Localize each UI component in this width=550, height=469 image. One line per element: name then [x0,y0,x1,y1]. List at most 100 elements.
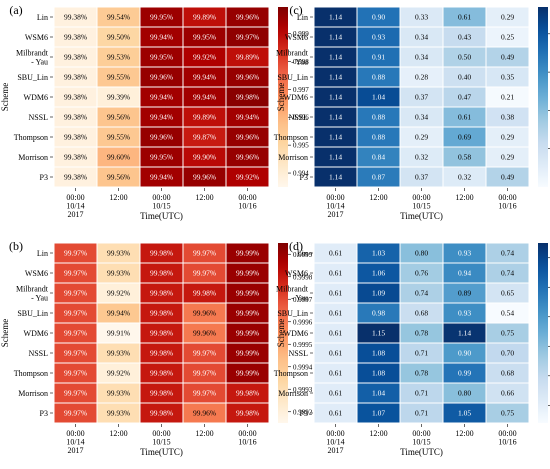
row-tick-label: SBU_Lin [17,309,48,318]
cell-value-label: 0.75 [501,329,514,338]
row-tick-label: NSSL [28,349,48,358]
y-axis-title: Scheme [276,319,286,348]
cell-value-label: 99.93% [107,409,130,418]
col-tick-label: 12:00 [369,193,387,202]
row-tick-label: P3 [40,409,48,418]
row-tick-label: WSM6 [25,269,48,278]
cell-value-label: 99.96% [193,329,216,338]
cell-value-label: 99.94% [193,73,216,82]
cell-value-label: 0.47 [458,93,471,102]
cell-value-label: 1.07 [372,409,385,418]
cell-value-label: 0.38 [501,113,514,122]
cell-value-label: 1.04 [372,93,385,102]
cell-value-label: 0.75 [501,409,514,418]
cell-value-label: 99.97% [64,349,87,358]
cell-value-label: 99.97% [236,33,259,42]
row-tick-label: Morrison [18,389,48,398]
cell-value-label: 99.98% [150,269,173,278]
x-axis-title: Time(UTC) [400,447,443,457]
cell-value-label: 99.96% [236,73,259,82]
col-tick-label: 00:00 10/15 [412,193,430,211]
cell-value-label: 99.91% [107,329,130,338]
cell-value-label: 1.14 [329,33,342,42]
cell-value-label: 0.49 [501,173,514,182]
cell-value-label: 99.96% [193,173,216,182]
cell-value-label: 99.95% [150,53,173,62]
cell-value-label: 0.98 [372,309,385,318]
cell-value-label: 99.99% [236,369,259,378]
cell-value-label: 99.98% [150,349,173,358]
cell-value-label: 99.96% [236,13,259,22]
col-tick-label: 00:00 10/16 [238,429,256,447]
col-tick-label: 00:00 10/15 [412,429,430,447]
heatmap-panel: (b) 99.97% 99.93% 99.98% 99.97% 99.99% 99.97% 9… [0,239,313,457]
col-tick-label: 12:00 [455,193,473,202]
cell-value-label: 1.05 [458,409,471,418]
cell-value-label: 99.89% [193,13,216,22]
cell-value-label: 99.56% [107,173,130,182]
cell-value-label: 1.03 [372,249,385,258]
cell-value-label: 99.39% [107,93,130,102]
cell-value-label: 0.33 [415,13,428,22]
cell-value-label: 0.32 [415,153,428,162]
cell-value-label: 99.38% [64,73,87,82]
row-tick-label: Milbrandt - Yau [276,285,309,303]
cell-value-label: 99.94% [107,309,130,318]
cell-value-label: 1.14 [329,93,342,102]
colorbar-tick-label: 0.999 [293,30,309,38]
cell-value-label: 0.84 [372,153,385,162]
cell-value-label: 0.29 [501,153,514,162]
cell-value-label: 99.55% [107,133,130,142]
row-tick-label: Morrison [278,153,308,162]
cell-value-label: 0.61 [329,289,342,298]
row-tick-label: P3 [300,173,308,182]
cell-value-label: 99.97% [64,249,87,258]
row-tick-label: SBU_Lin [277,73,308,82]
cell-value-label: 99.97% [64,409,87,418]
cell-value-label: 0.90 [458,349,471,358]
cell-value-label: 1.08 [372,369,385,378]
heatmap-panel: (d) 0.61 1.03 0.80 0.93 0.74 0.61 1.06 0.76 0.94 0… [274,239,550,457]
col-tick-label: 00:00 10/14 2017 [66,193,84,219]
cell-value-label: 0.29 [501,13,514,22]
cell-value-label: 99.94% [150,93,173,102]
panel-label: (d) [289,239,303,253]
cell-value-label: 0.94 [458,269,471,278]
cell-value-label: 99.97% [193,349,216,358]
cell-value-label: 1.14 [329,13,342,22]
cell-value-label: 0.61 [329,249,342,258]
cell-value-label: 99.92% [107,289,130,298]
cell-value-label: 0.88 [372,73,385,82]
cell-value-label: 0.35 [501,73,514,82]
col-tick-label: 12:00 [109,193,127,202]
cell-value-label: 0.71 [415,389,428,398]
cell-value-label: 99.94% [150,33,173,42]
panel-label: (b) [9,239,23,253]
colorbar [538,243,548,423]
cell-value-label: 0.61 [329,369,342,378]
x-axis-title: Time(UTC) [400,211,443,221]
cell-value-label: 99.38% [64,113,87,122]
cell-value-label: 99.99% [236,269,259,278]
row-tick-label: NSSL [288,349,308,358]
heatmap-cell [485,402,530,424]
cell-value-label: 1.14 [458,329,471,338]
cell-value-label: 99.38% [64,13,87,22]
cell-value-label: 99.98% [236,389,259,398]
cell-value-label: 99.50% [107,33,130,42]
cell-value-label: 99.97% [64,369,87,378]
cell-value-label: 99.53% [107,53,130,62]
cell-value-label: 0.78 [415,369,428,378]
row-tick-label: WDM6 [284,93,308,102]
row-tick-label: Milbrandt - Yau [16,49,49,67]
cell-value-label: 0.61 [329,269,342,278]
x-axis-title: Time(UTC) [140,211,183,221]
colorbar-tick-label: 0.9994 [293,363,313,371]
colorbar [538,7,548,187]
cell-value-label: 99.96% [193,309,216,318]
row-tick-label: NSSL [288,113,308,122]
cell-value-label: 0.70 [501,349,514,358]
row-tick-label: Milbrandt - Yau [16,285,49,303]
colorbar-tick-label: 0.9998 [293,273,313,281]
